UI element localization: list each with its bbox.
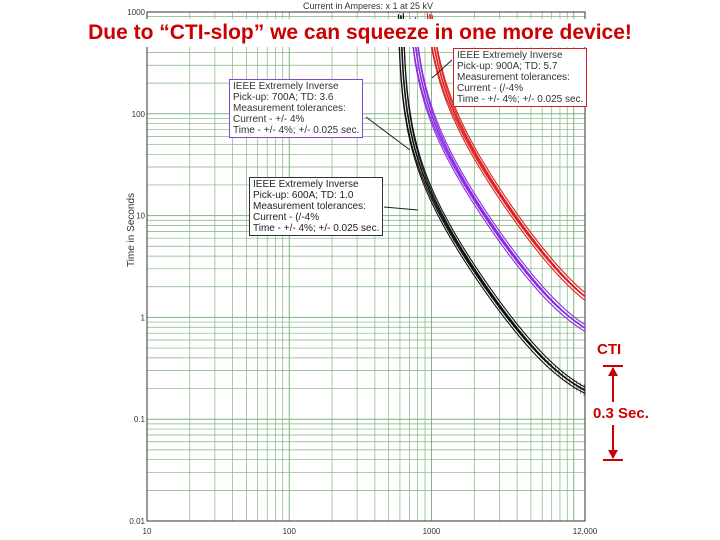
annotation-red: IEEE Extremely Inverse Pick-up: 900A; TD… bbox=[453, 48, 588, 107]
annotation-red-line: Current - (/-4% bbox=[457, 83, 524, 94]
annotation-black-line: Measurement tolerances: bbox=[253, 201, 366, 212]
annotation-arrow bbox=[383, 206, 419, 211]
x-tick-label: 12,000 bbox=[573, 527, 598, 536]
annotation-red-line: Measurement tolerances: bbox=[457, 72, 570, 83]
series-curve bbox=[409, 18, 586, 329]
series-curve bbox=[429, 13, 586, 298]
annotation-purple-line: Measurement tolerances: bbox=[233, 103, 346, 114]
annotation-black: IEEE Extremely Inverse Pick-up: 600A; TD… bbox=[249, 177, 384, 236]
series-curve bbox=[402, 16, 586, 392]
series-curve bbox=[397, 17, 586, 394]
annotation-purple: IEEE Extremely Inverse Pick-up: 700A; TD… bbox=[229, 79, 364, 138]
series-curve bbox=[397, 14, 586, 391]
annotation-black-line: Current - (/-4% bbox=[253, 212, 320, 223]
annotation-red-line: IEEE Extremely Inverse bbox=[457, 50, 563, 61]
x-axis-title: Current in Amperes: x 1 at 25 kV bbox=[303, 1, 433, 11]
annotation-black-line: Time - +/- 4%; +/- 0.025 sec. bbox=[253, 223, 380, 234]
series-curve bbox=[414, 17, 586, 326]
series-group bbox=[397, 12, 586, 397]
cti-arrow-down-head bbox=[608, 450, 618, 459]
y-tick-label: 1000 bbox=[127, 8, 145, 17]
x-tick-label: 100 bbox=[283, 527, 297, 536]
series-curve bbox=[426, 12, 586, 298]
x-tick-label: 1000 bbox=[423, 527, 441, 536]
y-tick-label: 10 bbox=[136, 212, 145, 221]
annotation-red-line: Pick-up: 900A; TD: 5.7 bbox=[457, 61, 558, 72]
y-tick-label: 100 bbox=[132, 110, 146, 119]
series-curve bbox=[409, 21, 586, 332]
annotation-black-line: IEEE Extremely Inverse bbox=[253, 179, 359, 190]
annotation-purple-line: IEEE Extremely Inverse bbox=[233, 81, 339, 92]
y-axis-title: Time in Seconds bbox=[126, 193, 137, 267]
x-tick-label: 10 bbox=[143, 527, 152, 536]
slide-title: Due to “CTI-slop” we can squeeze in one … bbox=[0, 19, 720, 47]
annotation-purple-line: Pick-up: 700A; TD: 3.6 bbox=[233, 92, 334, 103]
annotation-arrow bbox=[431, 59, 453, 79]
annotation-black-line: Pick-up: 600A; TD: 1.0 bbox=[253, 190, 354, 201]
annotation-arrow bbox=[365, 116, 411, 151]
cti-label: CTI bbox=[597, 341, 622, 358]
series-curve bbox=[414, 20, 586, 329]
plot-frame bbox=[146, 11, 586, 522]
annotation-red-line: Time - +/- 4%; +/- 0.025 sec. bbox=[457, 94, 584, 105]
y-tick-label: 0.1 bbox=[134, 415, 146, 424]
series-curve bbox=[426, 16, 586, 301]
plot-border bbox=[146, 11, 586, 522]
annotation-purple-line: Current - +/- 4% bbox=[233, 114, 305, 125]
series-curve bbox=[432, 18, 586, 294]
y-tick-label: 0.01 bbox=[129, 517, 145, 526]
y-tick-label: 1 bbox=[141, 313, 146, 322]
series-curve bbox=[431, 14, 586, 297]
cti-value-label: 0.3 Sec. bbox=[593, 405, 649, 422]
cti-arrow-up-head bbox=[608, 367, 618, 376]
axis-ticks: 10 100 1000 12,000 1000 100 10 1 0.1 0.01 bbox=[127, 8, 598, 536]
annotation-arrows bbox=[365, 59, 623, 461]
annotation-purple-line: Time - +/- 4%; +/- 0.025 sec. bbox=[233, 125, 360, 136]
series-curve bbox=[402, 12, 586, 388]
